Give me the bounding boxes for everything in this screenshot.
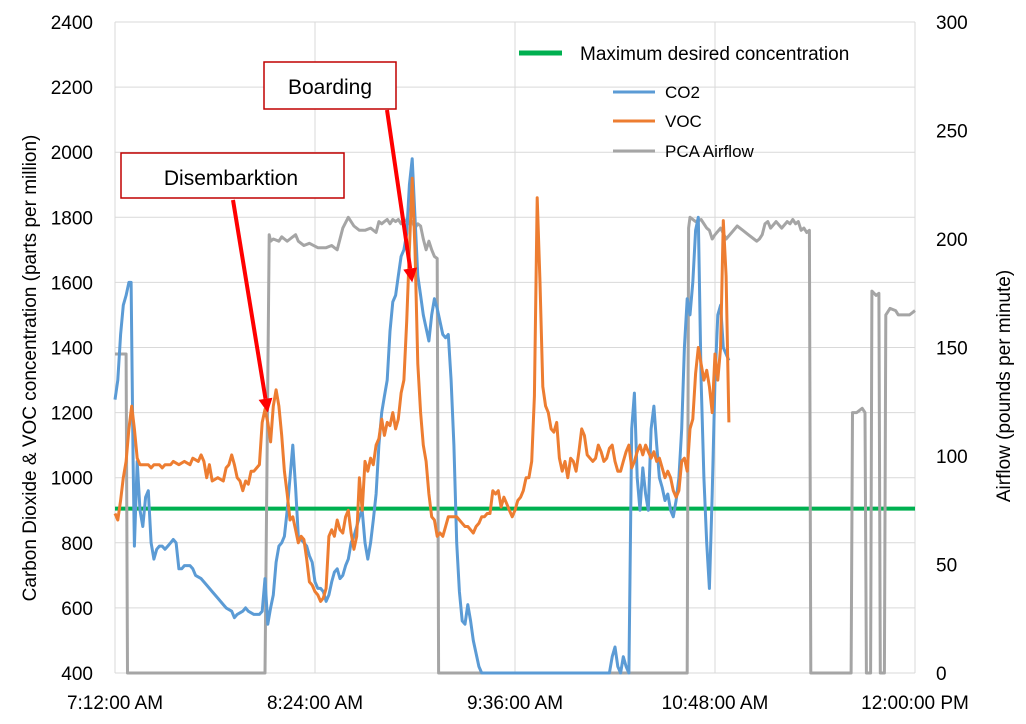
- x-tick-label: 7:12:00 AM: [67, 693, 163, 714]
- annotation-arrowhead-disembarkation: [258, 397, 273, 413]
- legend-label-co2: CO2: [665, 83, 700, 102]
- annotation-box-disembarkation: [120, 152, 345, 199]
- annotation-label-boarding: Boarding: [288, 76, 372, 99]
- y-tick-label: 1600: [51, 273, 93, 294]
- y-tick-label: 400: [61, 664, 93, 685]
- y-tick-label: 600: [61, 599, 93, 620]
- y2-tick-label: 50: [936, 556, 957, 577]
- tick-labels: 4006008001000120014001600180020002200240…: [51, 13, 969, 714]
- y-tick-label: 2400: [51, 13, 93, 34]
- y2-tick-label: 300: [936, 13, 968, 34]
- annotation-box-boarding: [263, 61, 397, 110]
- voc-series-group: [113, 176, 731, 603]
- co2-line: [113, 157, 731, 675]
- y-tick-label: 1000: [51, 469, 93, 490]
- y2-tick-label: 100: [936, 447, 968, 468]
- annotation-arrowhead-boarding: [403, 267, 418, 283]
- y2-tick-label: 250: [936, 122, 968, 143]
- co2-series-group: [113, 157, 731, 675]
- y-tick-label: 800: [61, 534, 93, 555]
- legend-label-reference: Maximum desired concentration: [580, 44, 849, 65]
- x-tick-label: 8:24:00 AM: [267, 693, 363, 714]
- y2-axis-title: Airflow (pounds per minute): [994, 270, 1015, 502]
- x-tick-label: 12:00:00 PM: [861, 693, 969, 714]
- y-axis-title: Carbon Dioxide & VOC concentration (part…: [20, 135, 41, 602]
- airflow-line: [115, 215, 916, 675]
- voc-line: [113, 176, 731, 603]
- y-tick-label: 2200: [51, 78, 93, 99]
- x-tick-label: 9:36:00 AM: [467, 693, 563, 714]
- y2-tick-label: 0: [936, 664, 947, 685]
- y-tick-label: 2000: [51, 143, 93, 164]
- y-tick-label: 1200: [51, 404, 93, 425]
- gridlines: [114, 21, 916, 674]
- annotation-arrow-boarding: [385, 109, 413, 269]
- x-tick-label: 10:48:00 AM: [662, 693, 769, 714]
- legend-label-voc: VOC: [665, 112, 702, 131]
- y-tick-label: 1800: [51, 208, 93, 229]
- annotations: Boarding Disembarktion: [120, 61, 418, 413]
- annotation-arrow-disembarkation: [231, 199, 268, 400]
- airflow-series-group: [115, 215, 916, 675]
- y2-tick-label: 150: [936, 339, 968, 360]
- y-tick-label: 1400: [51, 339, 93, 360]
- legend-label-airflow: PCA Airflow: [665, 142, 755, 161]
- y2-tick-label: 200: [936, 230, 968, 251]
- annotation-label-disembarkation: Disembarktion: [164, 167, 298, 190]
- legend: Maximum desired concentration CO2 VOC PC…: [519, 44, 849, 161]
